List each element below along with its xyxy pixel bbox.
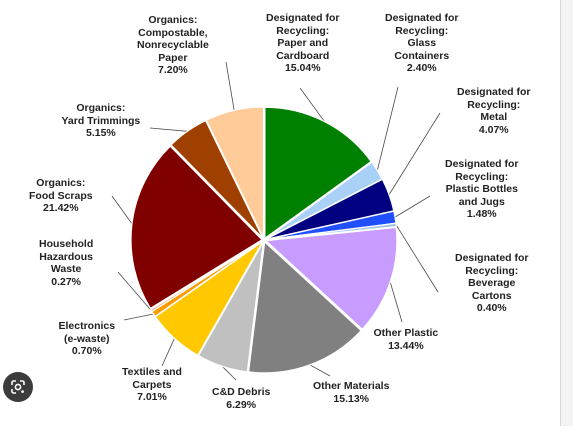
slice-label: Organics: Compostable, Nonrecyclable Pap… <box>137 14 209 77</box>
slice-label: Organics: Yard Trimmings 5.15% <box>61 102 141 140</box>
slice-label: Organics: Food Scraps 21.42% <box>29 177 93 215</box>
leader-line <box>161 338 175 367</box>
leader-line <box>123 313 154 321</box>
leader-line <box>389 281 403 323</box>
leader-line <box>376 86 399 171</box>
leader-line <box>225 61 235 111</box>
slice-label: Designated for Recycling: Metal 4.07% <box>457 86 531 136</box>
slice-label: Electronics (e-waste) 0.70% <box>58 320 116 358</box>
leader-line <box>221 365 237 381</box>
pie-slice <box>197 241 264 373</box>
slice-label: C&D Debris 6.29% <box>212 386 271 411</box>
slice-label: Designated for Recycling: Beverage Carto… <box>455 252 529 315</box>
pie-slice <box>265 222 397 241</box>
pie-slice <box>130 145 263 310</box>
leader-line <box>299 87 325 122</box>
lens-search-button[interactable] <box>3 372 33 402</box>
slice-label: Other Plastic 13.44% <box>373 327 439 352</box>
leader-line <box>394 195 431 218</box>
pie-slice <box>205 106 265 239</box>
slice-label: Textiles and Carpets 7.01% <box>122 366 182 404</box>
pie-slice <box>264 106 372 240</box>
pie-slice <box>264 226 398 331</box>
pie-slice <box>149 240 263 313</box>
leader-line <box>388 112 441 195</box>
leader-line <box>309 364 331 377</box>
pie-slice <box>170 119 264 239</box>
leader-line <box>111 195 133 225</box>
side-panel-edge <box>560 0 573 426</box>
leader-line <box>117 271 152 311</box>
slice-label: Other Materials 15.13% <box>313 380 390 405</box>
leader-line <box>149 127 188 132</box>
slice-label: Designated for Recycling: Paper and Card… <box>266 12 340 75</box>
slice-label: Designated for Recycling: Plastic Bottle… <box>445 158 519 221</box>
leader-line <box>395 224 439 293</box>
slice-label: Designated for Recycling: Glass Containe… <box>385 12 459 75</box>
google-lens-icon <box>11 380 25 394</box>
pie-slice <box>247 240 362 374</box>
slice-label: Household Hazardous Waste 0.27% <box>39 238 94 288</box>
